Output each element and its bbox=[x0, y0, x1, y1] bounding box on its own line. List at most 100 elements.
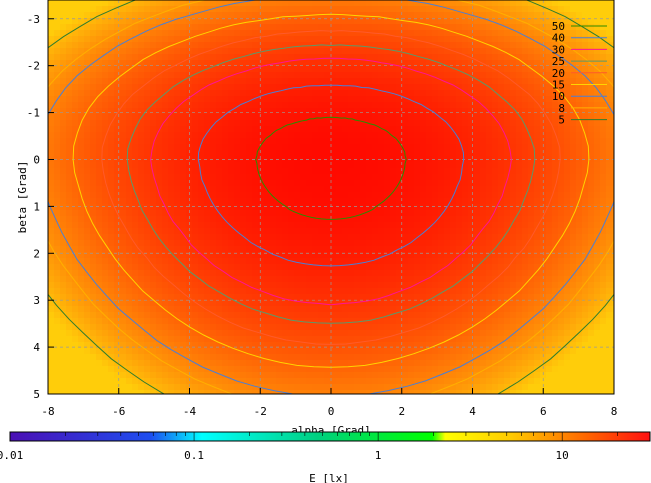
heat-cell bbox=[300, 54, 307, 61]
heat-cell bbox=[462, 60, 469, 67]
heat-cell bbox=[402, 48, 409, 55]
heat-cell bbox=[270, 120, 277, 127]
heat-cell bbox=[150, 12, 157, 19]
heat-cell bbox=[468, 384, 475, 391]
heat-cell bbox=[222, 120, 229, 127]
heat-cell bbox=[348, 228, 355, 235]
heat-cell bbox=[216, 330, 223, 337]
heat-cell bbox=[444, 48, 451, 55]
heat-cell bbox=[414, 198, 421, 205]
heat-cell bbox=[186, 312, 193, 319]
heat-cell bbox=[108, 372, 115, 379]
heat-cell bbox=[120, 126, 127, 133]
heat-cell bbox=[474, 144, 481, 151]
heat-cell bbox=[294, 246, 301, 253]
heat-cell bbox=[264, 42, 271, 49]
heat-cell bbox=[264, 198, 271, 205]
heat-cell bbox=[426, 300, 433, 307]
heat-cell bbox=[420, 66, 427, 73]
heat-cell bbox=[462, 12, 469, 19]
heat-cell bbox=[240, 354, 247, 361]
heat-cell bbox=[150, 306, 157, 313]
heat-cell bbox=[72, 192, 79, 199]
heat-cell bbox=[192, 180, 199, 187]
heat-cell bbox=[228, 42, 235, 49]
heat-cell bbox=[120, 282, 127, 289]
heat-cell bbox=[432, 336, 439, 343]
heat-cell bbox=[450, 120, 457, 127]
heat-cell bbox=[264, 264, 271, 271]
heat-cell bbox=[174, 264, 181, 271]
heat-cell bbox=[444, 258, 451, 265]
heat-cell bbox=[60, 276, 67, 283]
heat-cell bbox=[468, 372, 475, 379]
heat-cell bbox=[54, 234, 61, 241]
heat-cell bbox=[408, 138, 415, 145]
heat-cell bbox=[408, 162, 415, 169]
heat-cell bbox=[174, 84, 181, 91]
heat-cell bbox=[192, 120, 199, 127]
heat-cell bbox=[282, 132, 289, 139]
heat-cell bbox=[282, 336, 289, 343]
heat-cell bbox=[288, 294, 295, 301]
heat-cell bbox=[102, 354, 109, 361]
heat-cell bbox=[222, 312, 229, 319]
heat-cell bbox=[372, 354, 379, 361]
heat-cell bbox=[114, 372, 121, 379]
heat-cell bbox=[96, 390, 103, 394]
heat-cell bbox=[216, 354, 223, 361]
heat-cell bbox=[210, 366, 217, 373]
heat-cell bbox=[426, 186, 433, 193]
heat-cell bbox=[144, 210, 151, 217]
heat-cell bbox=[360, 192, 367, 199]
heat-cell bbox=[444, 282, 451, 289]
heat-cell bbox=[324, 330, 331, 337]
heat-cell bbox=[216, 264, 223, 271]
heat-cell bbox=[306, 234, 313, 241]
heat-cell bbox=[372, 288, 379, 295]
heat-cell bbox=[378, 120, 385, 127]
heat-cell bbox=[138, 132, 145, 139]
heat-cell bbox=[288, 282, 295, 289]
heat-cell bbox=[192, 30, 199, 37]
heat-cell bbox=[216, 108, 223, 115]
heat-cell bbox=[480, 228, 487, 235]
heat-cell bbox=[264, 312, 271, 319]
heat-cell bbox=[282, 120, 289, 127]
heat-cell bbox=[342, 234, 349, 241]
heat-cell bbox=[48, 342, 55, 349]
heat-cell bbox=[228, 390, 235, 394]
heat-cell bbox=[348, 336, 355, 343]
heat-cell bbox=[48, 264, 55, 271]
heat-cell bbox=[282, 66, 289, 73]
heat-cell bbox=[216, 300, 223, 307]
heat-cell bbox=[90, 96, 97, 103]
heat-cell bbox=[72, 132, 79, 139]
heat-cell bbox=[210, 144, 217, 151]
heat-cell bbox=[96, 330, 103, 337]
heat-cell bbox=[288, 84, 295, 91]
heat-cell bbox=[108, 282, 115, 289]
heat-cell bbox=[246, 270, 253, 277]
heat-cell bbox=[264, 66, 271, 73]
heat-cell bbox=[324, 132, 331, 139]
heat-cell bbox=[480, 348, 487, 355]
heat-cell bbox=[486, 348, 493, 355]
heat-cell bbox=[324, 342, 331, 349]
heat-cell bbox=[450, 246, 457, 253]
heat-cell bbox=[60, 174, 67, 181]
heat-cell bbox=[426, 90, 433, 97]
heat-cell bbox=[96, 246, 103, 253]
heat-cell bbox=[438, 90, 445, 97]
heat-cell bbox=[198, 156, 205, 163]
heat-cell bbox=[54, 30, 61, 37]
heat-cell bbox=[198, 186, 205, 193]
heat-cell bbox=[468, 174, 475, 181]
heat-cell bbox=[468, 330, 475, 337]
heat-cell bbox=[240, 378, 247, 385]
heat-cell bbox=[180, 24, 187, 31]
heat-cell bbox=[390, 366, 397, 373]
heat-cell bbox=[150, 192, 157, 199]
heat-cell bbox=[144, 132, 151, 139]
heat-cell bbox=[360, 30, 367, 37]
